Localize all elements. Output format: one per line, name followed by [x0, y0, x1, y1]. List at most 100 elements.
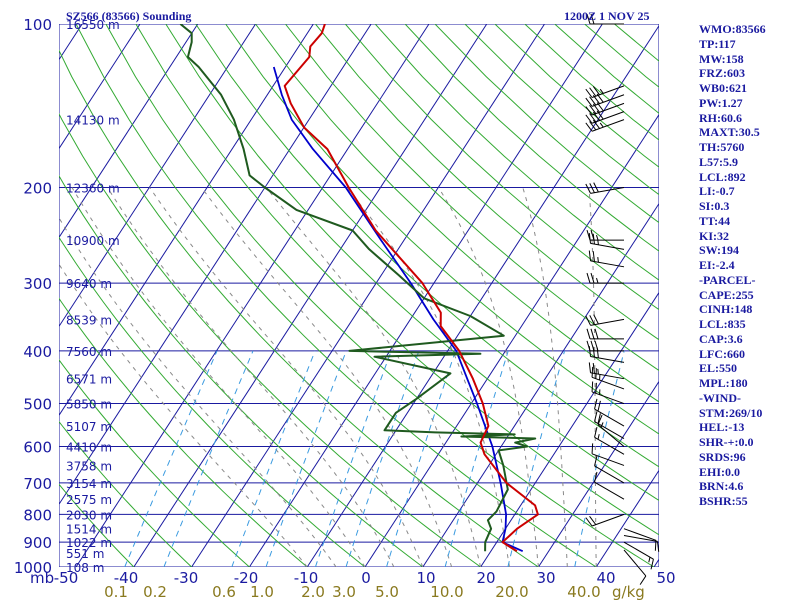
wind-barb [594, 471, 625, 500]
dry-adiabat [165, 24, 659, 502]
index-item: WB0:621 [699, 81, 747, 95]
height-label: 2575 m [66, 493, 112, 507]
height-label: 5107 m [66, 420, 112, 434]
mixing-ratio-tick-label: 0.6 [212, 583, 236, 600]
height-label: 108 m [66, 561, 104, 575]
pressure-tick-label: 800 [23, 506, 52, 524]
moist-adiabat [59, 263, 308, 567]
wind-barb [591, 443, 625, 466]
dry-adiabat [315, 24, 659, 341]
index-item: RH:60.6 [699, 110, 742, 125]
index-item: L57:5.9 [699, 154, 738, 169]
background-grid [0, 24, 659, 567]
isotherm [248, 24, 603, 567]
height-label: 10900 m [66, 234, 120, 248]
chart-title: SZ566 (83566) Sounding [66, 9, 191, 23]
index-item: EI:-2.4 [699, 258, 735, 272]
dry-adiabat [59, 49, 540, 567]
height-label: 8539 m [66, 313, 112, 327]
isotherm [306, 24, 659, 567]
isotherm [133, 24, 488, 567]
index-item: -WIND- [699, 390, 741, 405]
wind-barb [585, 513, 625, 527]
index-item: MPL:180 [699, 376, 748, 390]
pressure-tick-label: 700 [23, 475, 52, 493]
temperature-tick-label: -20 [234, 569, 259, 587]
index-item: TP:117 [699, 36, 736, 51]
wind-barb [585, 119, 625, 132]
pressure-tick-label: 400 [23, 343, 52, 361]
isotherm [480, 291, 659, 567]
height-label: 9640 m [66, 277, 112, 291]
dry-adiabat [59, 358, 251, 567]
plot-frame [59, 24, 659, 567]
pressure-tick-label: 900 [23, 534, 52, 552]
index-item: EL:550 [699, 361, 738, 376]
height-label: 6571 m [66, 373, 112, 387]
wind-barb [585, 85, 625, 98]
wind-barb [594, 426, 625, 455]
isotherm [422, 202, 659, 567]
wind-barb [597, 414, 625, 447]
pressure-unit-label: mb [30, 569, 54, 587]
wind-barbs [585, 13, 660, 585]
isotherm [0, 24, 24, 567]
height-label: 16550 m [66, 18, 120, 32]
pressure-tick-label: 300 [23, 275, 52, 293]
wind-barb [594, 455, 625, 484]
index-item: CAP:3.6 [699, 331, 743, 346]
index-item: BSHR:55 [699, 494, 748, 508]
mixing-ratio-tick-label: 10.0 [430, 583, 463, 600]
isotherm [537, 380, 659, 567]
wind-barb [586, 229, 624, 241]
temperature-tick-label: -30 [174, 569, 199, 587]
isotherm [59, 24, 199, 239]
pressure-tick-label: 100 [23, 16, 52, 34]
mixing-ratio-line [314, 350, 392, 567]
dry-adiabat [59, 112, 482, 567]
moist-adiabat [588, 187, 597, 567]
height-label: 2030 m [66, 508, 112, 522]
index-item: SI:0.3 [699, 199, 730, 213]
index-item: PW:1.27 [699, 95, 743, 110]
moist-adiabat [59, 216, 337, 567]
isotherm [364, 113, 659, 567]
mixing-ratio-tick-label: 5.0 [375, 583, 399, 600]
isotherm [59, 24, 141, 150]
dry-adiabat [344, 24, 659, 311]
dry-adiabat [135, 24, 659, 536]
index-item: EHI:0.0 [699, 464, 741, 479]
wind-barb [586, 340, 624, 352]
height-label: 3154 m [66, 477, 112, 491]
wind-barb [588, 250, 625, 268]
mixing-ratio-line [265, 350, 347, 567]
index-item: STM:269/10 [699, 405, 763, 420]
temperature-tick-label: 40 [596, 569, 615, 587]
isotherm [59, 24, 314, 417]
dry-adiabat [59, 297, 308, 567]
wind-barb [586, 328, 624, 340]
moist-adiabat [265, 187, 482, 567]
mixing-ratio-line [345, 350, 420, 567]
parcel-trace [272, 66, 524, 553]
chart-datetime: 1200Z 1 NOV 25 [564, 9, 649, 23]
dry-adiabat [404, 24, 659, 252]
mixing-ratio-tick-label: 1.0 [250, 583, 274, 600]
index-item: BRN:4.6 [699, 479, 744, 494]
wind-barb [623, 535, 660, 552]
wind-barb [585, 110, 625, 124]
dry-adiabat [225, 24, 659, 435]
mixing-ratio-line [231, 350, 316, 567]
index-item: SHR-+:0.0 [699, 435, 754, 449]
pressure-tick-label: 1000 [14, 559, 52, 577]
height-label: 12360 m [66, 181, 120, 195]
moist-adiabat [438, 187, 539, 567]
index-item: MW:158 [699, 51, 744, 66]
moist-adiabat [346, 187, 510, 567]
wind-barb [623, 528, 657, 551]
isotherm [59, 24, 256, 328]
dry-adiabat [285, 24, 659, 372]
index-item: WMO:83566 [699, 22, 766, 36]
